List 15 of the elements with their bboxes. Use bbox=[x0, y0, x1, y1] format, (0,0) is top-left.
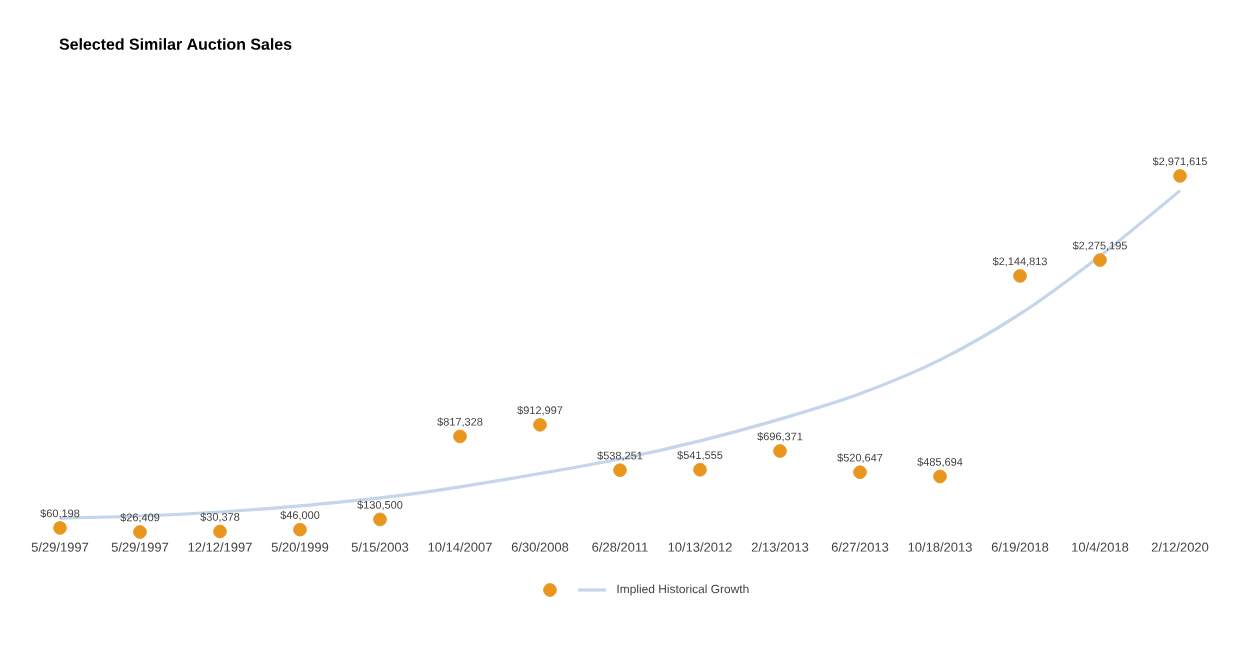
point bbox=[1013, 269, 1027, 283]
point bbox=[293, 522, 307, 537]
point bbox=[933, 469, 947, 484]
point bbox=[533, 418, 547, 432]
point bbox=[453, 429, 467, 444]
point bbox=[53, 521, 67, 535]
point bbox=[613, 463, 627, 477]
point bbox=[133, 525, 147, 539]
point bbox=[853, 465, 867, 480]
point bbox=[1173, 169, 1187, 183]
point bbox=[213, 524, 227, 539]
point bbox=[693, 462, 707, 477]
point bbox=[373, 512, 387, 527]
point bbox=[773, 444, 787, 458]
point bbox=[1093, 253, 1107, 267]
